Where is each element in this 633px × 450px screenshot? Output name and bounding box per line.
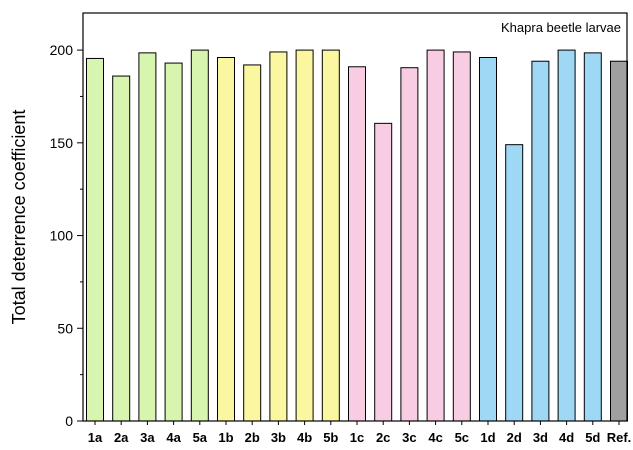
x-tick-label: 5b [323, 430, 338, 445]
x-tick-label: 4a [166, 430, 181, 445]
y-ticks: 0 50 100 150 200 [50, 42, 83, 429]
bar-1d [479, 57, 497, 422]
x-tick-label: 2d [507, 430, 522, 445]
y-axis-label: Total deterrence coefficient [9, 110, 29, 325]
bar-4d [557, 49, 576, 422]
bar-1b [217, 57, 235, 422]
bar-2c [374, 122, 393, 422]
x-tick-label: 4d [559, 430, 574, 445]
bar-4b [295, 49, 314, 422]
y-tick-label: 150 [50, 135, 74, 151]
bar-2b [243, 64, 262, 422]
x-tick-label: 5a [193, 430, 208, 445]
x-tick-label: 2b [245, 430, 260, 445]
x-tick-label: 3c [402, 430, 416, 445]
bar-5a [190, 49, 209, 422]
x-tick-label: 4b [297, 430, 312, 445]
bar-5c [452, 51, 471, 422]
bar-3b [269, 51, 288, 422]
x-tick-label: 2c [376, 430, 390, 445]
y-tick-label: 50 [57, 320, 73, 336]
bar-Ref [610, 60, 628, 422]
x-tick-label: 5c [455, 430, 469, 445]
bar-3c [400, 67, 419, 422]
bar-4c [426, 49, 445, 422]
x-tick-label: 1a [88, 430, 103, 445]
bar-2d [505, 144, 524, 422]
y-tick-label: 200 [50, 42, 74, 58]
x-tick-label: 4c [428, 430, 442, 445]
bar-5d [583, 52, 602, 422]
x-tick-label: 3d [533, 430, 548, 445]
plot-frame [82, 12, 628, 422]
bar-4a [164, 62, 183, 422]
y-tick-label: 100 [50, 228, 74, 244]
x-tick-label: Ref. [607, 430, 632, 445]
x-ticks: 1a 2a 3a 4a 5a 1b 2b 3b 4b 5b 1c 2c 3c 4c 5c 1d 2d 3d 4d 5d… [88, 421, 632, 445]
y-tick-label: 0 [65, 413, 73, 429]
bar-5b [321, 49, 340, 422]
chart-annotation: Khapra beetle larvae [501, 20, 621, 35]
x-tick-label: 1c [350, 430, 364, 445]
x-tick-label: 5d [585, 430, 600, 445]
bar-3a [138, 52, 157, 422]
bar-2a [112, 75, 131, 422]
bars-layer [86, 49, 628, 422]
x-tick-label: 1d [480, 430, 495, 445]
x-tick-label: 1b [218, 430, 233, 445]
x-tick-label: 3b [271, 430, 286, 445]
bar-1c [348, 66, 366, 422]
bar-3d [531, 60, 550, 422]
x-tick-label: 3a [140, 430, 155, 445]
bar-1a [86, 57, 104, 422]
x-tick-label: 2a [114, 430, 129, 445]
